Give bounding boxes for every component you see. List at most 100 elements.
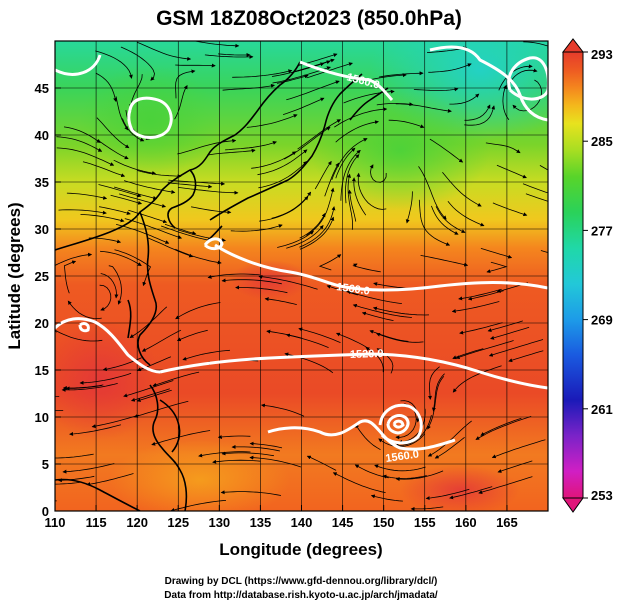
streamline: [480, 417, 522, 436]
streamline: [354, 464, 389, 479]
streamline: [66, 192, 108, 200]
streamline: [249, 455, 302, 468]
streamline: [467, 290, 504, 301]
streamline: [67, 300, 102, 320]
streamline: [347, 189, 357, 222]
streamline: [475, 416, 532, 440]
streamline: [82, 161, 126, 178]
streamline: [340, 149, 361, 201]
streamline: [174, 85, 188, 120]
field-anomalies: [55, 41, 548, 511]
streamline: [221, 451, 274, 457]
y-tick-label: 10: [35, 410, 49, 425]
streamline: [464, 105, 496, 126]
streamline: [99, 284, 112, 311]
coastlines: [55, 61, 389, 511]
streamline: [496, 164, 527, 179]
streamline: [497, 460, 533, 473]
streamline: [492, 202, 528, 217]
y-tick-label: 45: [35, 81, 49, 96]
streamline: [55, 329, 103, 342]
streamline: [464, 104, 491, 121]
streamline: [58, 209, 107, 215]
streamline: [264, 297, 297, 305]
streamline: [374, 464, 426, 472]
streamline: [115, 96, 129, 131]
streamline: [490, 326, 530, 340]
x-tick-label: 150: [373, 515, 395, 530]
streamline: [361, 311, 394, 321]
streamline: [260, 403, 305, 417]
streamline: [99, 206, 131, 215]
colorbar-tick-label: 261: [591, 402, 613, 417]
streamline: [523, 41, 548, 47]
x-axis-ticks: 110 115 120 125 130 135 140 145 150 155 160 165: [45, 505, 518, 530]
streamline: [151, 430, 211, 446]
streamline: [326, 284, 358, 296]
streamline: [332, 472, 386, 493]
streamline: [286, 224, 324, 249]
streamline: [123, 380, 174, 398]
streamline: [382, 474, 427, 479]
streamline: [133, 400, 189, 418]
x-tick-label: 165: [496, 515, 518, 530]
credit-drawing: Drawing by DCL (https://www.gfd-dennou.o…: [165, 576, 438, 587]
streamline: [486, 261, 508, 274]
streamline: [420, 255, 469, 267]
streamline: [540, 250, 548, 253]
streamline: [177, 138, 237, 155]
streamline: [539, 165, 548, 171]
streamline: [113, 159, 157, 175]
streamline: [522, 183, 548, 194]
streamline: [369, 329, 409, 342]
streamline: [221, 278, 282, 285]
streamline: [232, 69, 293, 78]
streamline: [388, 119, 425, 129]
y-tick-label: 25: [35, 269, 49, 284]
height-contours: [55, 45, 548, 451]
streamline: [97, 139, 129, 160]
figure-title: GSM 18Z08Oct2023 (850.0hPa): [156, 7, 462, 30]
streamline: [176, 329, 208, 342]
streamline: [257, 149, 308, 176]
x-tick-label: 130: [208, 515, 230, 530]
x-tick-label: 160: [455, 515, 477, 530]
streamline: [55, 500, 57, 502]
streamline: [56, 136, 103, 152]
y-tick-label: 30: [35, 222, 49, 237]
streamline: [80, 214, 125, 223]
colorbar-top-triangle: [561, 38, 585, 53]
streamline: [100, 273, 119, 299]
streamline: [55, 453, 94, 459]
streamline: [427, 375, 445, 430]
streamline: [108, 265, 122, 305]
y-tick-label: 0: [42, 504, 49, 519]
streamline: [410, 506, 444, 511]
streamline: [455, 340, 514, 360]
streamline: [55, 410, 64, 411]
streamline: [91, 414, 139, 429]
streamline: [118, 193, 167, 208]
streamline: [370, 494, 403, 502]
streamline: [55, 482, 80, 485]
streamline: [429, 138, 464, 163]
streamline: [335, 120, 379, 143]
streamline: [175, 63, 216, 68]
streamline: [259, 196, 309, 222]
x-tick-label: 145: [332, 515, 354, 530]
streamline: [258, 274, 318, 290]
contour-small-west: [78, 322, 90, 333]
streamline: [164, 223, 197, 235]
colorbar-bottom-triangle: [562, 497, 584, 513]
streamline: [136, 389, 172, 402]
streamline: [478, 476, 533, 495]
streamline: [508, 350, 544, 363]
streamline: [63, 126, 101, 143]
streamline: [282, 97, 325, 115]
contour-1520: [159, 352, 548, 390]
streamline: [480, 248, 513, 259]
streamline: [141, 329, 182, 352]
streamline: [525, 193, 548, 202]
streamline: [425, 488, 470, 501]
colorbar: 293 285 277 269 261 253: [561, 38, 613, 513]
